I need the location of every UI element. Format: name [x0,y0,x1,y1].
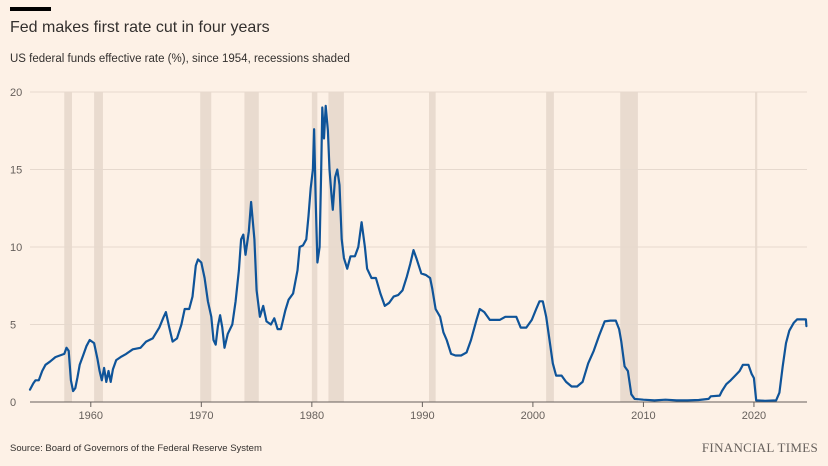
chart-subtitle: US federal funds effective rate (%), sin… [10,53,350,65]
y-tick-label-20: 20 [10,87,22,99]
x-tick-label-2020: 2020 [742,410,766,422]
series-line-0 [28,104,808,402]
ft-brand-wordmark: FINANCIAL TIMES [701,440,818,455]
chart-title: Fed makes first rate cut in four years [10,19,270,36]
x-tick-label-1960: 1960 [79,410,103,422]
y-tick-label-15: 15 [10,165,22,177]
y-axis-ticks: 0 5 10 15 20 [10,87,22,409]
source-note: Source: Board of Governors of the Federa… [10,443,262,454]
x-tick-label-2000: 2000 [521,410,545,422]
ft-top-bar [10,7,51,11]
gridlines-layer [30,91,807,403]
x-tick-label-1980: 1980 [300,410,324,422]
x-tick-label-2010: 2010 [631,410,655,422]
x-tick-label-1970: 1970 [189,410,213,422]
y-tick-label-10: 10 [10,242,22,254]
series-layer [28,104,808,402]
y-tick-label-5: 5 [10,320,16,332]
y-tick-label-0: 0 [10,397,16,409]
x-tick-label-1990: 1990 [410,410,434,422]
x-axis-ticks: 1960 1970 1980 1990 2000 2010 2020 [79,402,766,422]
